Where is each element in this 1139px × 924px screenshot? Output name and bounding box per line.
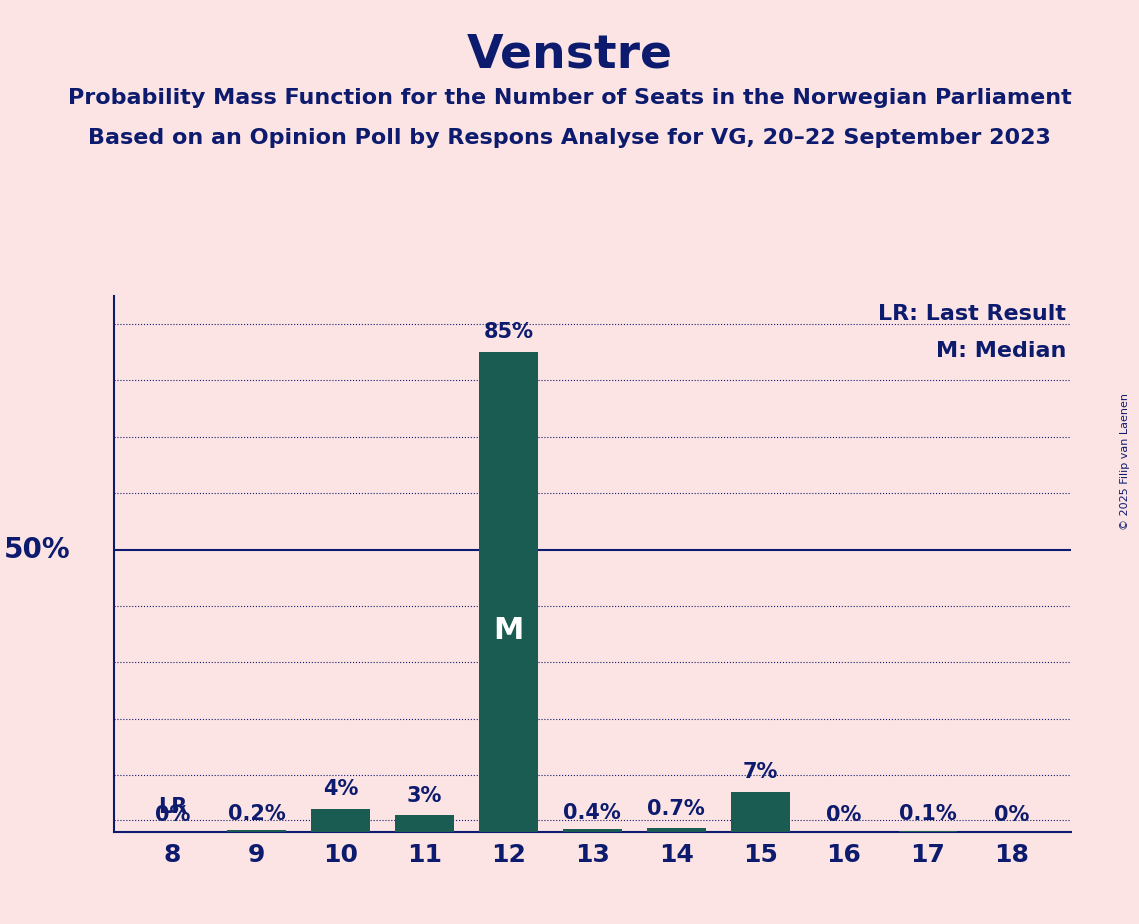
Text: LR: LR [158,797,187,818]
Text: 4%: 4% [322,779,358,799]
Bar [731,792,789,832]
Bar [647,828,705,832]
Bar [480,352,538,832]
Text: Based on an Opinion Poll by Respons Analyse for VG, 20–22 September 2023: Based on an Opinion Poll by Respons Anal… [88,128,1051,148]
Bar [311,809,370,832]
Bar [563,830,622,832]
Text: 0.2%: 0.2% [228,804,286,823]
Text: 7%: 7% [743,762,778,782]
Text: 0.7%: 0.7% [647,799,705,820]
Text: M: Median: M: Median [935,341,1066,361]
Text: 0%: 0% [994,805,1030,825]
Bar [227,831,286,832]
Text: M: M [493,615,524,645]
Text: 0%: 0% [827,805,862,825]
Text: © 2025 Filip van Laenen: © 2025 Filip van Laenen [1120,394,1130,530]
Text: 50%: 50% [5,536,71,564]
Text: 3%: 3% [407,786,442,807]
Text: 0.4%: 0.4% [564,803,621,822]
Text: 0.1%: 0.1% [899,804,957,824]
Text: Probability Mass Function for the Number of Seats in the Norwegian Parliament: Probability Mass Function for the Number… [67,88,1072,108]
Bar [395,815,453,832]
Text: 0%: 0% [155,805,190,825]
Text: 85%: 85% [483,322,533,342]
Text: LR: Last Result: LR: Last Result [878,304,1066,323]
Text: Venstre: Venstre [467,32,672,78]
